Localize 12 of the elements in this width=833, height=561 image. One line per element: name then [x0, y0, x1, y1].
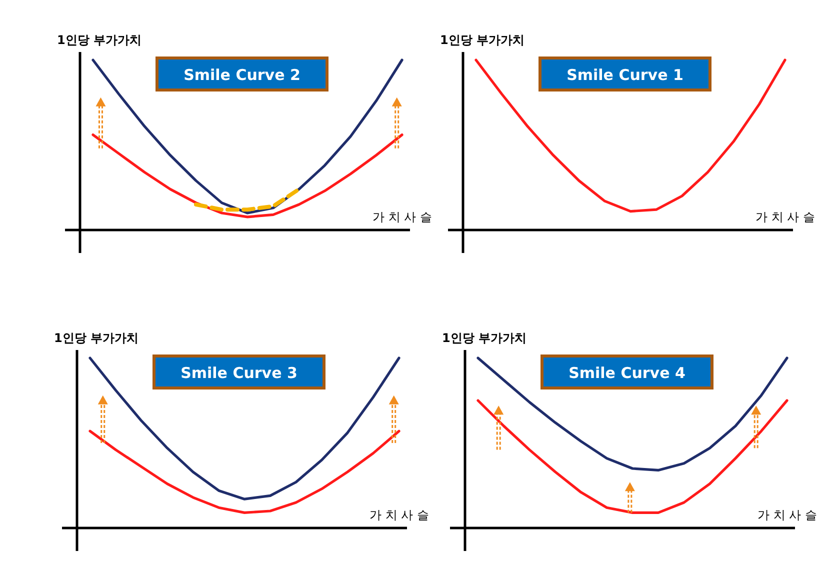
x-axis-title: 가 치 사 슬: [372, 210, 432, 224]
x-axis-title: 가 치 사 슬: [370, 508, 429, 522]
y-axis-title: 1인당 부가가치: [54, 331, 139, 345]
y-axis-title: 1인당 부가가치: [440, 33, 525, 47]
y-axis-title: 1인당 부가가치: [57, 33, 142, 47]
y-axis-title: 1인당 부가가치: [442, 331, 527, 345]
chart-title: Smile Curve 4: [568, 364, 686, 382]
x-axis-title: 가 치 사 슬: [756, 210, 815, 224]
chart-title: Smile Curve 3: [180, 364, 298, 382]
chart-title: Smile Curve 1: [566, 66, 684, 84]
x-axis-title: 가 치 사 슬: [758, 508, 817, 522]
chart-title: Smile Curve 2: [184, 66, 300, 84]
